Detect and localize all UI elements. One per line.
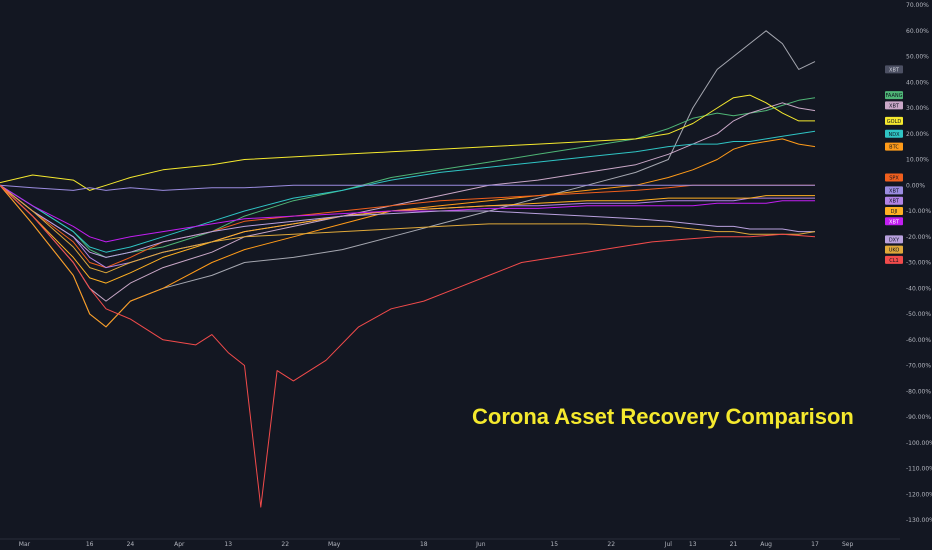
y-tick-label: -10.00%	[906, 208, 931, 215]
y-tick-label: -120.00%	[906, 491, 932, 498]
x-tick-label: 15	[550, 541, 558, 548]
y-axis: 70.00% 60.00% 50.00% 40.00% 30.00% 20.00% 10.0…	[906, 2, 932, 524]
y-tick-label: -130.00%	[906, 517, 932, 524]
legend-badge-bg	[885, 142, 903, 151]
legend-badge-bg	[885, 65, 903, 74]
x-tick-label: 22	[607, 541, 615, 548]
y-tick-label: 0.00%	[906, 182, 925, 189]
y-tick-label: -20.00%	[906, 234, 931, 241]
y-tick-label: 60.00%	[906, 28, 929, 35]
legend-badge-xbt: XBT	[885, 186, 903, 195]
series-line-gold-3	[0, 94, 815, 191]
legend-badge-xbt: XBT	[885, 65, 903, 74]
x-tick-label: 18	[420, 541, 428, 548]
y-tick-label: -50.00%	[906, 311, 931, 318]
legend-badge-text: FAANG	[885, 93, 902, 99]
legend-badge-text: UKO	[889, 248, 900, 254]
y-tick-label: -90.00%	[906, 414, 931, 421]
legend-badge-ndx: NDX	[885, 129, 903, 138]
x-tick-label: Sep	[842, 541, 854, 548]
legend-badge-cl1: CL1	[885, 255, 903, 264]
series-line-xbt-2	[0, 102, 816, 302]
legend-badge-xbt: XBT	[885, 101, 903, 110]
y-tick-label: 20.00%	[906, 131, 929, 138]
legend-badge-text: DJI	[891, 209, 898, 215]
y-tick-label: 30.00%	[906, 105, 929, 112]
legend-badge-text: SPX	[889, 176, 899, 182]
legend-badges: XBT FAANG XBT GOLD NDX BTC SPX XBT XBT DJI XBT DXY U…	[885, 65, 903, 264]
legend-badge-bg	[885, 245, 903, 254]
legend-badge-text: GOLD	[887, 119, 902, 125]
legend-badge-bg	[885, 207, 903, 215]
y-tick-label: -70.00%	[906, 363, 931, 370]
series-line-uko-12	[0, 184, 816, 274]
legend-badge-dji: DJI	[885, 207, 903, 215]
series-layer	[0, 30, 816, 508]
x-axis: Mar 16 24 Apr 13 22 May 18 Jun 15 22 Jul 13 21 Aug 17 Se…	[0, 538, 900, 548]
legend-badge-uko: UKO	[885, 245, 903, 254]
legend-badge-bg	[885, 116, 903, 125]
legend-badge-text: BTC	[889, 145, 899, 151]
y-tick-label: -60.00%	[906, 337, 931, 344]
legend-badge-xbt: XBT	[885, 196, 903, 205]
series-line-xbt-10	[0, 184, 815, 243]
legend-badge-gold: GOLD	[885, 116, 903, 125]
y-tick-label: -40.00%	[906, 285, 931, 292]
series-line-ndx-4	[0, 130, 816, 253]
x-tick-label: May	[328, 541, 341, 548]
x-tick-label: 13	[689, 541, 697, 548]
y-tick-label: -100.00%	[906, 440, 932, 447]
x-tick-label: Aug	[760, 541, 772, 548]
legend-badge-bg	[885, 101, 903, 110]
x-tick-label: 17	[811, 541, 819, 548]
chart-title: Corona Asset Recovery Comparison	[472, 404, 854, 429]
legend-badge-text: XBT	[889, 219, 900, 225]
y-tick-label: -110.00%	[906, 466, 932, 473]
y-tick-label: 50.00%	[906, 54, 929, 61]
legend-badge-bg	[885, 217, 903, 226]
legend-badge-text: XBT	[889, 67, 900, 73]
legend-badge-text: NDX	[888, 132, 900, 138]
x-tick-label: 24	[127, 541, 135, 548]
legend-badge-text: CL1	[889, 258, 898, 264]
legend-badge-dxy: DXY	[885, 235, 903, 244]
legend-badge-xbt: XBT	[885, 217, 903, 226]
y-tick-label: -80.00%	[906, 388, 931, 395]
legend-badge-btc: BTC	[885, 142, 903, 151]
y-tick-label: 70.00%	[906, 2, 929, 9]
legend-badge-bg	[885, 186, 903, 195]
x-tick-label: Apr	[174, 541, 185, 548]
legend-badge-text: XBT	[889, 199, 900, 205]
x-tick-label: Jun	[475, 541, 486, 548]
legend-badge-text: DXY	[889, 237, 900, 243]
y-tick-label: -30.00%	[906, 260, 931, 267]
series-line-xbt-7	[0, 184, 815, 191]
y-tick-label: 10.00%	[906, 157, 929, 164]
legend-badge-spx: SPX	[885, 173, 903, 182]
x-tick-label: 22	[281, 541, 289, 548]
legend-badge-bg	[885, 196, 903, 205]
legend-badge-bg	[885, 255, 903, 264]
series-line-cl1-13	[0, 184, 816, 508]
legend-badge-text: XBT	[889, 103, 900, 109]
legend-badge-text: XBT	[889, 188, 900, 194]
legend-badge-faang: FAANG	[885, 91, 903, 100]
y-tick-label: 40.00%	[906, 79, 929, 86]
x-tick-label: 16	[86, 541, 94, 548]
x-tick-label: Jul	[664, 541, 673, 548]
legend-badge-bg	[885, 91, 903, 100]
series-line-dxy-11	[0, 184, 815, 258]
x-tick-label: 13	[224, 541, 232, 548]
x-tick-label: Mar	[19, 541, 31, 548]
legend-badge-bg	[885, 173, 903, 182]
x-tick-label: 21	[730, 541, 738, 548]
series-line-btc-5	[0, 138, 816, 328]
legend-badge-bg	[885, 235, 903, 244]
series-line-dji-9	[0, 184, 815, 284]
legend-badge-bg	[885, 129, 903, 138]
